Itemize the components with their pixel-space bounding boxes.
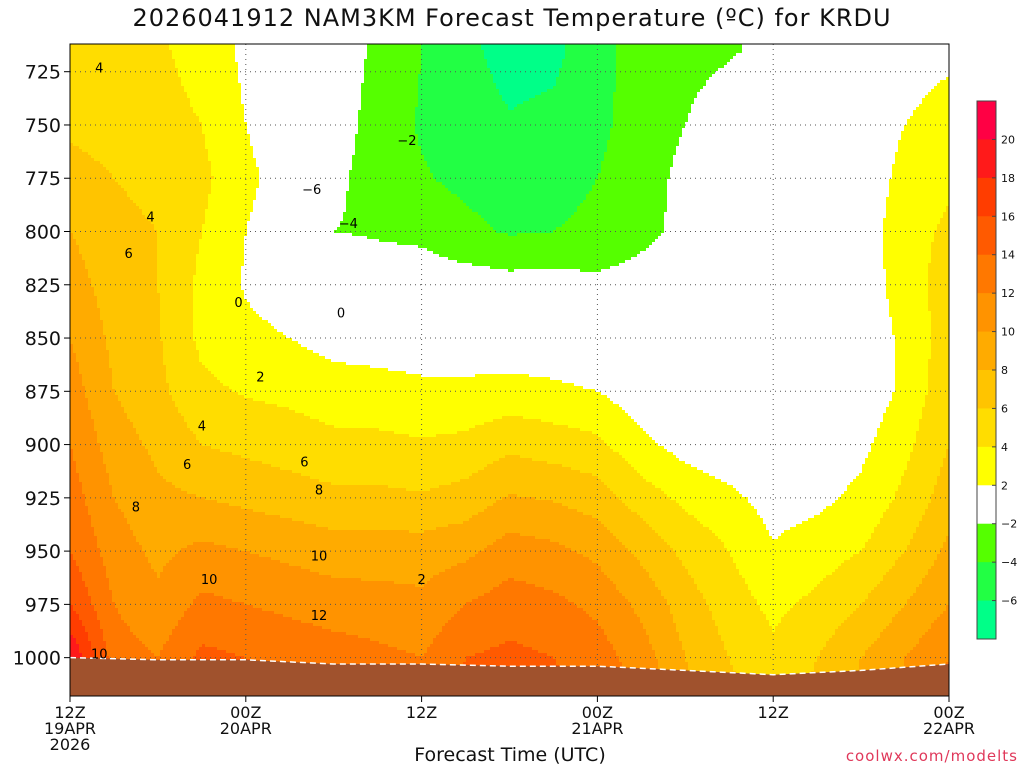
temperature-field [70,44,950,699]
